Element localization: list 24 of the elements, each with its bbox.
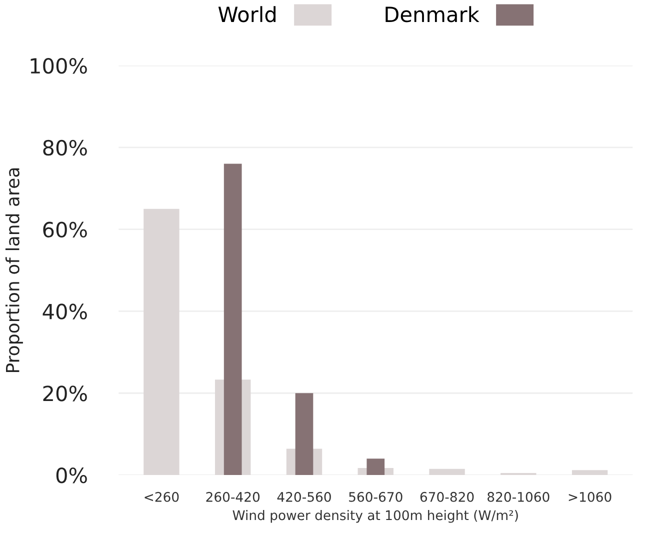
legend-label: World	[218, 6, 276, 22]
y-tick-label: 80%	[43, 140, 87, 156]
bar	[366, 458, 385, 476]
bar	[224, 164, 242, 476]
bar	[144, 208, 180, 476]
y-tick-label: 60%	[43, 222, 87, 238]
x-tick-label: 670-820	[420, 492, 474, 502]
y-tick-label: 40%	[42, 304, 87, 320]
y-axis-title: Proportion of land area	[5, 168, 23, 372]
x-tick-label: <260	[144, 492, 179, 502]
legend-label: Denmark	[386, 6, 480, 22]
bar	[572, 470, 608, 476]
x-axis-title: Wind power density at 100m height (W/m²)	[232, 510, 518, 523]
y-tick-label: 0%	[56, 467, 87, 484]
x-tick-label: >1060	[568, 492, 612, 502]
x-tick-label: 260-420	[206, 492, 260, 502]
x-tick-label: 560-670	[349, 492, 402, 502]
y-tick-label: 100%	[30, 58, 87, 74]
x-tick-label: 420-560	[277, 492, 331, 502]
bar	[295, 393, 314, 476]
y-tick-label: 20%	[43, 386, 87, 402]
x-tick-label: 820-1060	[488, 492, 550, 502]
bar	[429, 468, 465, 476]
bar	[500, 472, 536, 476]
